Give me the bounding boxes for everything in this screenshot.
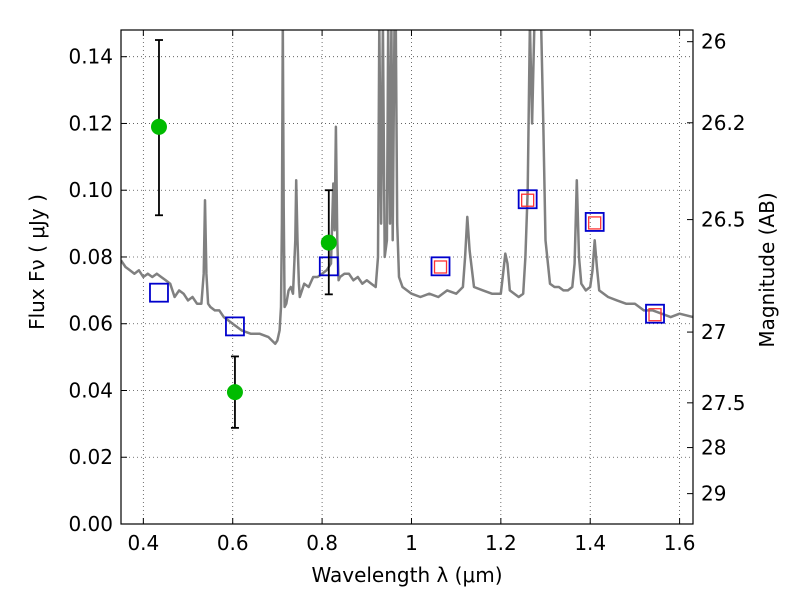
right-tick-label: 27 (701, 320, 726, 344)
model-spectrum-line (121, 30, 693, 346)
inner-marker-square (433, 260, 448, 274)
y-tick-label: 0.10 (68, 178, 113, 202)
right-tick-label: 26.2 (701, 111, 746, 135)
model-photometry-square (645, 303, 665, 324)
observed-point (150, 118, 167, 135)
x-tick-label: 1.4 (574, 531, 606, 555)
right-y-axis-label: Magnitude (AB) (755, 192, 779, 347)
inner-marker-square (588, 216, 602, 230)
right-tick-label: 26.5 (701, 208, 746, 232)
axes: 0.4 0.6 0.8 1 1.2 1.4 1.6 0.00 0.02 0.04 0.06 0.08 0… (68, 30, 745, 555)
x-tick-label: 0.4 (127, 531, 159, 555)
observed-point (320, 234, 337, 251)
model-photometry-square (584, 212, 605, 232)
x-axis-label: Wavelength λ (μm) (311, 563, 502, 587)
plot-frame (120, 29, 694, 525)
inner-marker-square (521, 193, 535, 207)
model-photometry-square (517, 189, 538, 210)
x-tick-label: 1.6 (664, 531, 696, 555)
plot-area (121, 30, 693, 429)
y-axis-label: Flux Fν ( μJy ) (25, 194, 49, 330)
right-tick-label: 26 (701, 30, 726, 54)
right-tick-label: 29 (701, 482, 726, 506)
y-tick-label: 0.04 (68, 378, 113, 402)
model-photometry-square (225, 316, 245, 337)
y-tick-label: 0.12 (68, 111, 113, 135)
y-tick-label: 0.00 (68, 512, 113, 536)
inner-marker-square (648, 308, 662, 322)
x-tick-label: 0.6 (217, 531, 249, 555)
x-tick-label: 0.8 (306, 531, 338, 555)
y-tick-label: 0.08 (68, 245, 113, 269)
right-tick-label: 28 (701, 436, 726, 460)
y-tick-label: 0.14 (68, 45, 113, 69)
x-tick-label: 1.2 (485, 531, 517, 555)
right-tick-label: 27.5 (701, 391, 746, 415)
model-photometry-square (430, 256, 451, 277)
y-tick-label: 0.02 (68, 445, 113, 469)
model-photometry-square (149, 282, 169, 303)
y-tick-label: 0.06 (68, 312, 113, 336)
observed-point (226, 384, 243, 401)
x-tick-label: 1 (405, 531, 418, 555)
